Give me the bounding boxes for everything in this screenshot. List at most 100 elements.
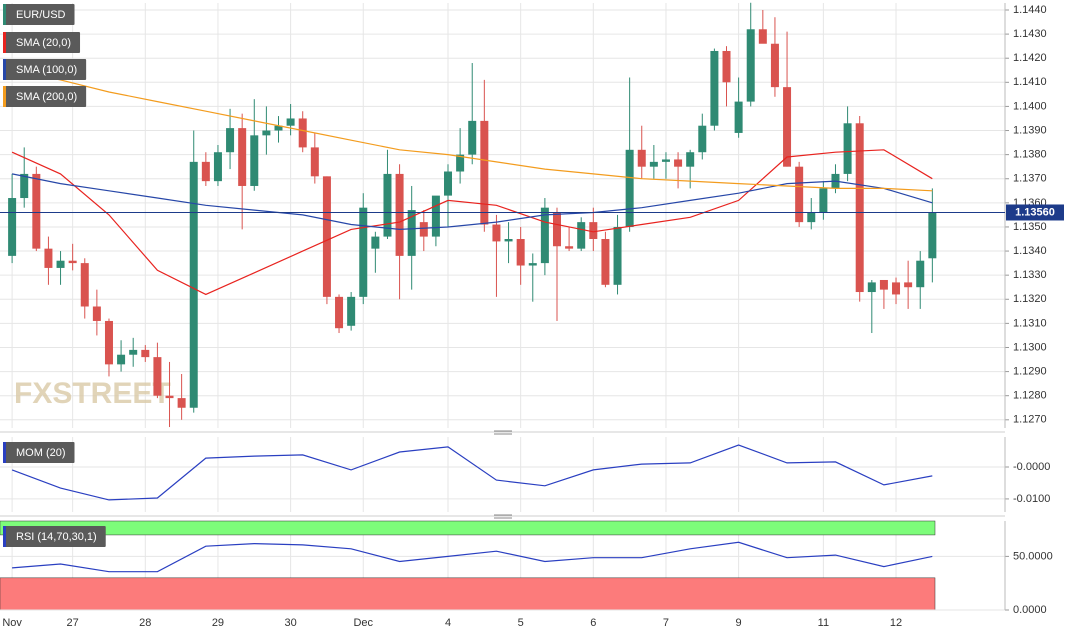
candle-body	[165, 395, 174, 399]
candle-body	[286, 118, 295, 126]
y-tick-label: 1.1280	[1013, 390, 1047, 402]
y-tick-label: 1.1400	[1013, 100, 1047, 112]
legend-box	[3, 526, 106, 547]
candle-body	[359, 207, 368, 297]
x-tick-label: 11	[818, 617, 829, 629]
y-tick-label: 1.1440	[1013, 4, 1047, 16]
y-tick-label: 0.0000	[1013, 604, 1047, 616]
legend-box	[3, 59, 87, 80]
x-tick-label: 12	[890, 617, 902, 629]
candle-body	[589, 222, 598, 240]
candle-body	[637, 149, 646, 167]
candle-body	[855, 123, 864, 293]
y-tick-label: 1.1350	[1013, 221, 1047, 233]
legend-color	[3, 59, 6, 80]
candle-body	[504, 239, 513, 242]
indicator-line	[11, 444, 933, 501]
candle-body	[347, 296, 356, 326]
candle-body	[44, 248, 53, 268]
last-price-box	[1006, 204, 1064, 221]
watermark: FXSTREET	[14, 377, 171, 410]
legend-item[interactable]: SMA (100,0)	[3, 59, 87, 80]
candle-body	[867, 282, 876, 293]
y-tick-label: 1.1300	[1013, 341, 1047, 353]
candle-body	[468, 120, 477, 155]
candle-body	[153, 357, 162, 396]
legend-item[interactable]: SMA (200,0)	[3, 86, 87, 107]
candle-body	[20, 173, 29, 199]
candle-body	[492, 224, 501, 242]
y-tick-label: 1.1420	[1013, 52, 1047, 64]
x-tick-label: 27	[67, 617, 79, 629]
candle-body	[649, 161, 658, 167]
candle-body	[8, 198, 17, 256]
y-tick-label: -0.0100	[1013, 493, 1050, 505]
x-tick-label: 9	[736, 617, 742, 629]
candle-body	[250, 135, 259, 186]
x-tick-label: Dec	[353, 617, 373, 629]
candle-body	[613, 226, 622, 285]
candle-body	[226, 128, 235, 153]
x-tick-label: 6	[590, 617, 596, 629]
candle-body	[431, 195, 440, 237]
legend-item[interactable]: RSI (14,70,30,1)	[3, 526, 106, 547]
legend-label: RSI (14,70,30,1)	[16, 531, 97, 543]
legend-label: SMA (20,0)	[16, 37, 71, 49]
legend-item[interactable]: SMA (20,0)	[3, 32, 81, 53]
legend-color	[3, 32, 6, 53]
sma-line	[11, 149, 933, 296]
candle-body	[843, 123, 852, 174]
y-tick-label: 1.1430	[1013, 28, 1047, 40]
candle-body	[552, 212, 561, 247]
legend-label: SMA (100,0)	[16, 64, 77, 76]
legend-color	[3, 526, 6, 547]
candle-body	[141, 349, 150, 358]
candle-body	[746, 29, 755, 102]
candle-body	[661, 159, 670, 162]
legend-box	[3, 32, 81, 53]
candle-body	[722, 50, 731, 83]
legend-color	[3, 4, 6, 25]
candle-body	[807, 212, 816, 223]
y-tick-label: -0.0000	[1013, 461, 1050, 473]
legend-item[interactable]: EUR/USD	[3, 4, 75, 25]
y-tick-label: 1.1340	[1013, 245, 1047, 257]
candle-body	[213, 152, 222, 182]
overbought-band	[0, 520, 936, 536]
candle-body	[177, 398, 186, 408]
candle-body	[335, 296, 344, 329]
candle-body	[68, 260, 77, 264]
legend-label: SMA (200,0)	[16, 91, 77, 103]
candle-body	[795, 166, 804, 223]
candle-body	[262, 130, 271, 136]
resize-handle[interactable]	[494, 430, 512, 435]
x-tick-label: 7	[663, 617, 669, 629]
legend-color	[3, 442, 6, 463]
candle-body	[104, 320, 113, 365]
legend-color	[3, 86, 6, 107]
candle-body	[419, 222, 428, 237]
candle-body	[577, 222, 586, 249]
candle-body	[783, 87, 792, 167]
candle-body	[710, 50, 719, 126]
candle-body	[528, 263, 537, 266]
candle-body	[686, 152, 695, 167]
y-tick-label: 1.1320	[1013, 293, 1047, 305]
candle-body	[56, 260, 65, 268]
candle-body	[80, 263, 89, 307]
resize-handle[interactable]	[494, 514, 512, 519]
legend-box	[3, 4, 75, 25]
y-tick-label: 1.1390	[1013, 124, 1047, 136]
candle-body	[444, 171, 453, 196]
y-tick-label: 1.1380	[1013, 149, 1047, 161]
candle-body	[734, 101, 743, 133]
legend-item[interactable]: MOM (20)	[3, 442, 75, 463]
legend-label: MOM (20)	[16, 447, 66, 459]
candle-body	[698, 125, 707, 153]
x-tick-label: Nov	[2, 617, 22, 629]
candle-body	[916, 260, 925, 288]
last-price-label: 1.13560	[1015, 206, 1055, 218]
candle-body	[189, 161, 198, 408]
x-tick-label: 30	[284, 617, 296, 629]
